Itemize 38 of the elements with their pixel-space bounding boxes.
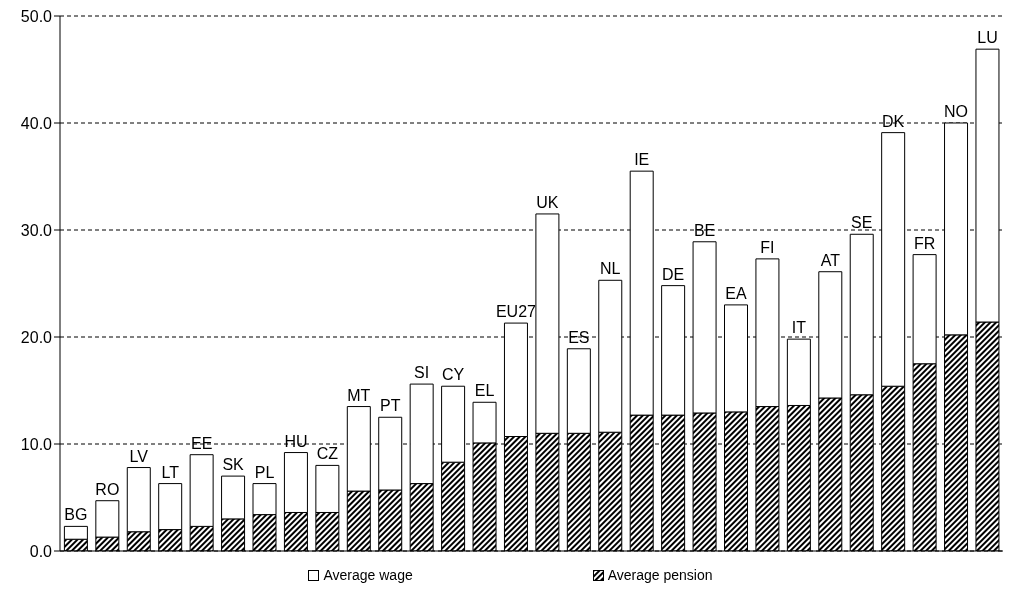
y-tick-label: 10.0 [20,435,53,453]
x-tick-label: EL [474,382,495,400]
x-tick-label: LU [977,29,998,47]
x-tick-label: LV [129,447,149,465]
x-tick-label: SE [851,214,873,232]
x-tick-label: BE [693,221,716,239]
legend-label: Average wage [323,567,413,583]
x-tick-label: MT [347,386,371,404]
x-tick-label: DE [662,265,685,283]
x-tick-label: PL [254,463,275,481]
x-tick-label: SI [414,364,430,382]
x-tick-label: EA [725,284,747,302]
x-tick-label: CZ [316,445,339,463]
x-tick-label: LT [161,463,180,481]
y-tick-label: 0.0 [29,542,53,560]
x-tick-label: SK [222,456,245,474]
y-tick-label: 20.0 [20,328,53,346]
x-tick-label: ES [568,328,590,346]
x-tick-label: HU [284,432,308,450]
x-tick-label: IE [634,151,650,169]
x-tick-label: AT [820,251,841,269]
x-tick-label: RO [95,480,120,498]
x-tick-label: FI [760,238,775,256]
x-tick-label: EE [190,434,213,452]
x-tick-label: EU27 [495,303,537,321]
y-tick-label: 50.0 [20,7,53,25]
x-tick-label: NO [944,103,969,120]
y-tick-label: 30.0 [20,221,53,239]
x-tick-label: BG [64,506,88,524]
legend-label: Average pension [607,567,713,583]
x-tick-label: NL [600,260,621,278]
x-tick-label: PT [380,397,401,415]
x-tick-label: UK [536,193,559,211]
x-tick-label: DK [882,112,905,130]
x-tick-label: IT [791,319,807,337]
y-tick-label: 40.0 [20,114,53,132]
x-tick-label: CY [441,366,465,384]
x-tick-label: FR [913,234,936,252]
